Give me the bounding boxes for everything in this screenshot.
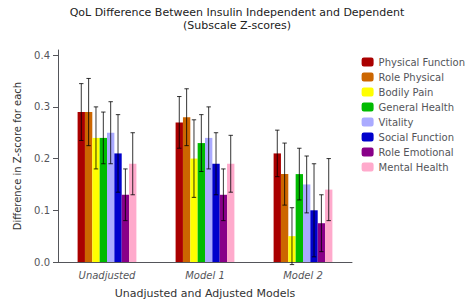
svg-text:Bodily Pain: Bodily Pain [379, 87, 434, 98]
svg-text:Role Emotional: Role Emotional [379, 147, 454, 158]
svg-text:Physical Function: Physical Function [379, 57, 465, 68]
svg-text:(Subscale Z-scores): (Subscale Z-scores) [183, 19, 291, 32]
svg-text:0.1: 0.1 [34, 205, 50, 216]
svg-text:Vitality: Vitality [379, 117, 414, 128]
svg-text:0.3: 0.3 [34, 101, 50, 112]
svg-text:Model 1: Model 1 [185, 270, 225, 281]
svg-text:0.0: 0.0 [34, 257, 50, 268]
svg-text:0.4: 0.4 [34, 50, 50, 61]
svg-text:Role Physical: Role Physical [379, 72, 444, 83]
svg-text:Difference in Z-score for each: Difference in Z-score for each [12, 82, 23, 230]
svg-text:General Health: General Health [379, 102, 454, 113]
svg-text:Model 2: Model 2 [283, 270, 323, 281]
svg-text:QoL Difference Between Insulin: QoL Difference Between Insulin Independe… [70, 6, 405, 19]
svg-text:Social Function: Social Function [379, 132, 454, 143]
svg-text:Unadjusted and Adjusted Models: Unadjusted and Adjusted Models [115, 287, 296, 300]
svg-text:Mental Health: Mental Health [379, 162, 449, 173]
svg-text:0.2: 0.2 [34, 153, 50, 164]
svg-text:Unadjusted: Unadjusted [79, 270, 137, 281]
